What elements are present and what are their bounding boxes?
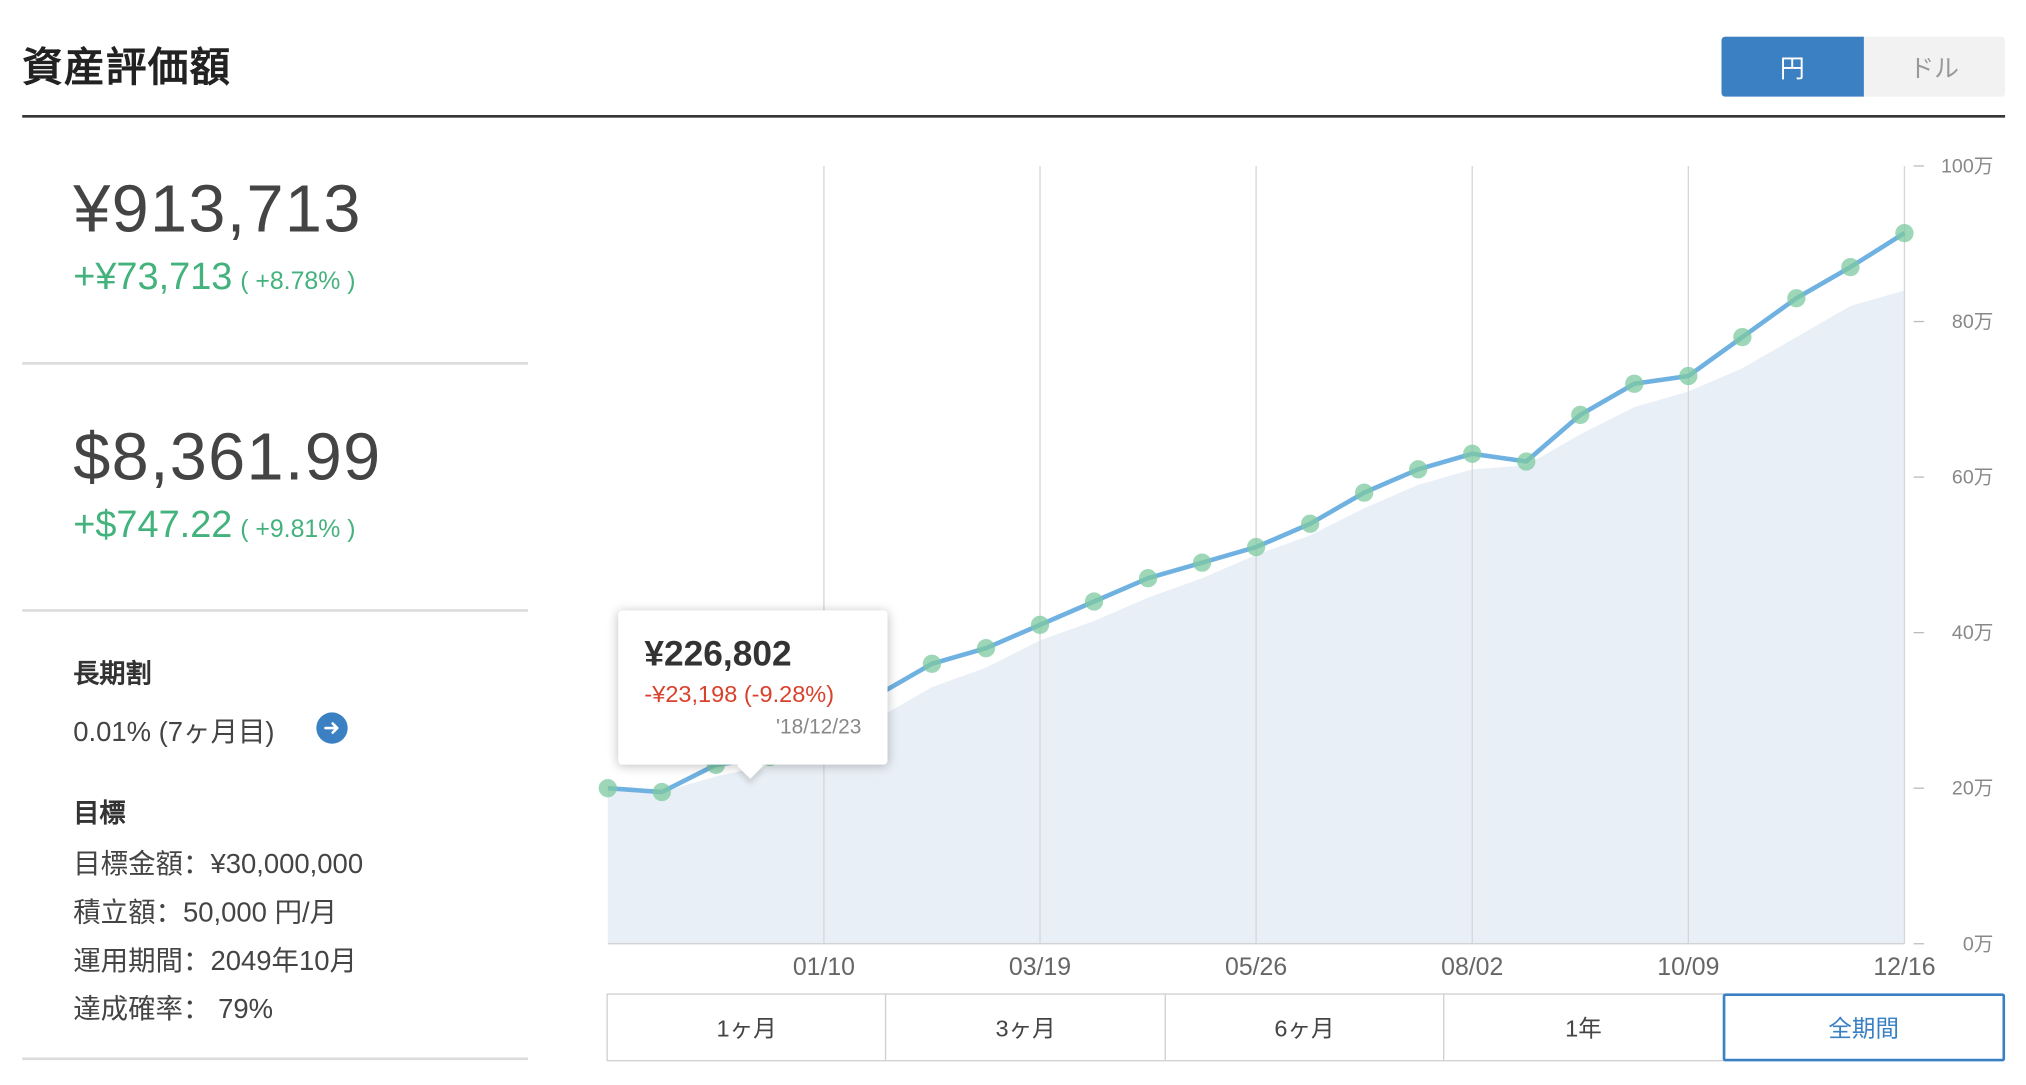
arrow-right-icon[interactable] bbox=[316, 712, 348, 744]
tooltip-change: -¥23,198 (-9.28%) bbox=[644, 680, 835, 708]
y-tick-label-0: 0万 bbox=[1963, 933, 1994, 955]
chart-point bbox=[1679, 366, 1698, 386]
x-tick-label-0: 01/10 bbox=[793, 954, 855, 981]
chart-point bbox=[1787, 289, 1806, 308]
usd-change-amount: +$747.22 bbox=[73, 504, 233, 547]
yen-change-percent: ( +8.78% ) bbox=[240, 267, 356, 296]
chart-point bbox=[1409, 460, 1428, 479]
chart-point bbox=[1355, 483, 1374, 502]
period-selector: 1ヶ月 3ヶ月 6ヶ月 1年 全期間 bbox=[606, 993, 2006, 1062]
yen-total-value: ¥913,713 bbox=[73, 171, 362, 246]
chart-point bbox=[1571, 405, 1590, 425]
y-tick-label-4: 80万 bbox=[1952, 311, 1993, 333]
goal-label: 目標 bbox=[73, 799, 126, 829]
y-tick-label-5: 100万 bbox=[1941, 156, 1993, 178]
y-tick-label-1: 20万 bbox=[1952, 778, 1993, 800]
y-tick-label-3: 60万 bbox=[1952, 467, 1993, 489]
x-tick-label-3: 08/02 bbox=[1441, 954, 1503, 981]
currency-toggle: 円 ドル bbox=[1721, 36, 2006, 97]
period-button-3m[interactable]: 3ヶ月 bbox=[885, 993, 1166, 1062]
chart-point bbox=[976, 639, 996, 658]
chart-point bbox=[1733, 327, 1752, 347]
header-divider bbox=[22, 115, 2006, 118]
chart-point bbox=[652, 782, 671, 802]
chart-tooltip: ¥226,802 -¥23,198 (-9.28%) '18/12/23 bbox=[618, 610, 888, 765]
chart-point bbox=[1138, 569, 1158, 588]
x-tick-label-4: 10/09 bbox=[1657, 954, 1719, 981]
goal-monthly: 積立額：50,000 円/月 bbox=[73, 897, 338, 929]
chart-point bbox=[1625, 374, 1644, 393]
period-button-1m[interactable]: 1ヶ月 bbox=[606, 993, 887, 1062]
yen-change-amount: +¥73,713 bbox=[73, 256, 233, 299]
tooltip-date: '18/12/23 bbox=[775, 716, 862, 739]
summary-divider-1 bbox=[22, 362, 529, 365]
goal-probability: 達成確率： 79% bbox=[73, 994, 274, 1025]
chart-point bbox=[1030, 615, 1050, 635]
chart-point bbox=[1463, 444, 1482, 463]
chart-point bbox=[1517, 452, 1536, 471]
x-tick-label-5: 12/16 bbox=[1873, 954, 1935, 981]
chart-point bbox=[1895, 223, 1914, 243]
chart-point bbox=[1192, 553, 1212, 572]
y-tick-label-2: 40万 bbox=[1952, 622, 1993, 644]
x-tick-label-1: 03/19 bbox=[1009, 954, 1071, 981]
currency-yen-button[interactable]: 円 bbox=[1721, 36, 1864, 97]
chart-point bbox=[1084, 592, 1104, 611]
long-term-value: 0.01% (7ヶ月目) bbox=[73, 717, 275, 748]
period-button-all[interactable]: 全期間 bbox=[1722, 993, 2006, 1062]
period-button-1y[interactable]: 1年 bbox=[1443, 993, 1724, 1062]
asset-chart: 0万 20万 40万 60万 80万 100万 01/10 03/19 05/26 08/02 10… bbox=[598, 156, 1994, 981]
x-tick-label-2: 05/26 bbox=[1225, 954, 1287, 981]
tooltip-value: ¥226,802 bbox=[644, 633, 792, 674]
chart-point bbox=[1841, 257, 1860, 277]
usd-change: +$747.22( +9.81% ) bbox=[73, 505, 355, 548]
usd-change-percent: ( +9.81% ) bbox=[240, 516, 356, 544]
summary-divider-3 bbox=[22, 1057, 529, 1061]
period-button-6m[interactable]: 6ヶ月 bbox=[1164, 993, 1445, 1062]
chart-point bbox=[1246, 537, 1266, 557]
summary-divider-2 bbox=[22, 609, 529, 612]
chart-point bbox=[1301, 514, 1320, 533]
goal-amount: 目標金額：¥30,000,000 bbox=[73, 849, 364, 880]
chart-point bbox=[598, 779, 617, 798]
currency-dollar-button[interactable]: ドル bbox=[1863, 36, 2006, 97]
yen-change: +¥73,713( +8.78% ) bbox=[73, 256, 355, 299]
chart-point bbox=[922, 654, 942, 673]
long-term-label: 長期割 bbox=[73, 660, 152, 689]
goal-period: 運用期間：2049年10月 bbox=[73, 946, 357, 977]
page-title: 資産評価額 bbox=[22, 44, 232, 91]
usd-total-value: $8,361.99 bbox=[73, 419, 382, 495]
